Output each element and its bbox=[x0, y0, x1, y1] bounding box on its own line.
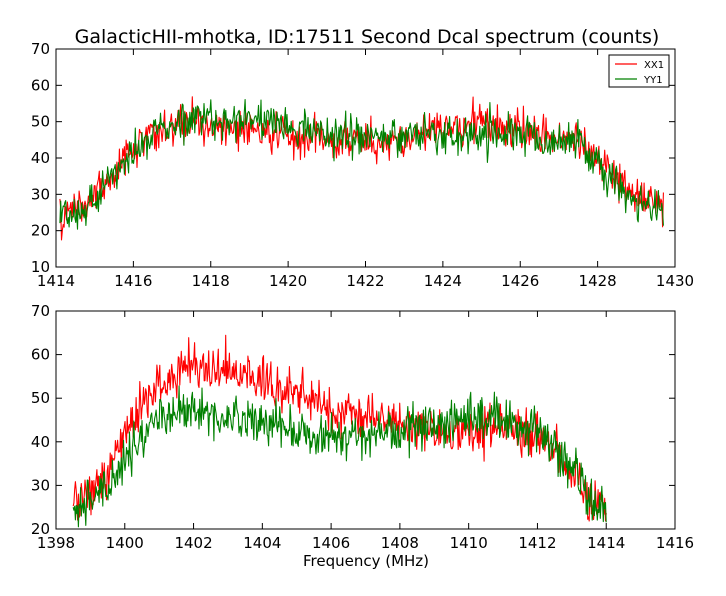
x-tick-label: 1416 bbox=[656, 534, 694, 552]
x-tick-label: 1406 bbox=[312, 534, 350, 552]
x-axis-label: Frequency (MHz) bbox=[303, 552, 429, 570]
x-tick-label: 1414 bbox=[37, 272, 75, 290]
y-tick-label: 70 bbox=[31, 40, 50, 58]
x-tick-label: 1400 bbox=[106, 534, 144, 552]
x-tick-label: 1410 bbox=[450, 534, 488, 552]
y-tick-label: 50 bbox=[31, 389, 50, 407]
x-tick-label: 1422 bbox=[346, 272, 384, 290]
x-tick-label: 1404 bbox=[243, 534, 281, 552]
y-tick-label: 70 bbox=[31, 302, 50, 320]
top-spectrum-panel: 1414 1416 1418 1420 1422 1424 1426 1428 1430 10 20… bbox=[31, 40, 694, 290]
axes-frame bbox=[55, 48, 676, 268]
series-line-series-2 bbox=[72, 385, 607, 528]
y-tick-label: 10 bbox=[31, 258, 50, 276]
x-tick-label: 1416 bbox=[114, 272, 152, 290]
y-tick-label: 30 bbox=[31, 185, 50, 203]
plot-area bbox=[72, 334, 607, 528]
y-tick-label: 20 bbox=[31, 222, 50, 240]
y-tick-label: 20 bbox=[31, 520, 50, 538]
series-line-xx1 bbox=[59, 96, 664, 241]
y-tick-label: 60 bbox=[31, 76, 50, 94]
y-tick-label: 60 bbox=[31, 346, 50, 364]
x-tick-label: 1412 bbox=[518, 534, 556, 552]
x-tick-label: 1426 bbox=[501, 272, 539, 290]
legend-box bbox=[608, 54, 670, 88]
axes-frame bbox=[55, 310, 676, 530]
series-line-yy1 bbox=[59, 98, 664, 230]
x-tick-label: 1402 bbox=[174, 534, 212, 552]
bottom-spectrum-panel: 1398 1400 1402 1404 1406 1408 1410 1412 1414 1416… bbox=[31, 302, 694, 552]
y-tick-label: 40 bbox=[31, 149, 50, 167]
legend-label-xx1: XX1 bbox=[644, 60, 664, 71]
x-tick-label: 1420 bbox=[269, 272, 307, 290]
y-tick-label: 50 bbox=[31, 113, 50, 131]
x-tick-label: 1424 bbox=[424, 272, 462, 290]
x-tick-label: 1398 bbox=[37, 534, 75, 552]
plot-area bbox=[59, 96, 664, 241]
x-tick-label: 1430 bbox=[656, 272, 694, 290]
y-tick-label: 40 bbox=[31, 433, 50, 451]
series-line-series-1 bbox=[72, 334, 607, 522]
x-tick-label: 1418 bbox=[192, 272, 230, 290]
y-tick-label: 30 bbox=[31, 476, 50, 494]
x-tick-label: 1408 bbox=[381, 534, 419, 552]
x-tick-label: 1428 bbox=[579, 272, 617, 290]
x-tick-label: 1414 bbox=[587, 534, 625, 552]
legend-label-yy1: YY1 bbox=[643, 75, 663, 86]
figure-title: GalacticHII-mhotka, ID:17511 Second Dcal… bbox=[75, 26, 660, 48]
